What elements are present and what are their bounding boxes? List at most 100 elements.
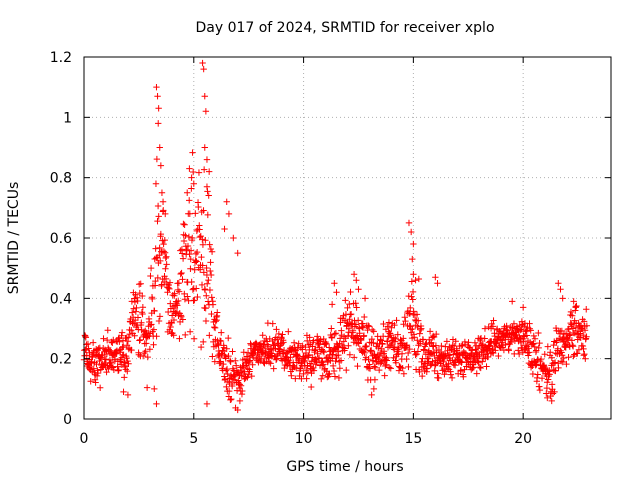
data-point	[413, 311, 421, 318]
data-point	[198, 253, 205, 261]
data-point	[139, 352, 147, 360]
data-point	[406, 345, 413, 353]
data-point	[155, 213, 162, 220]
data-point	[203, 292, 210, 299]
data-point	[471, 339, 479, 346]
data-point	[206, 286, 214, 294]
data-point	[200, 166, 208, 173]
data-point	[295, 340, 302, 347]
data-point	[369, 357, 377, 365]
data-point	[136, 336, 144, 344]
data-point	[579, 342, 587, 350]
data-point	[223, 383, 230, 391]
data-point	[510, 320, 518, 327]
data-point	[353, 304, 360, 311]
data-point	[163, 261, 170, 268]
data-point	[200, 65, 207, 73]
data-point	[330, 367, 338, 375]
data-point	[575, 346, 583, 353]
data-point	[209, 353, 216, 360]
data-point	[328, 325, 335, 332]
data-point	[352, 321, 360, 328]
data-point	[560, 354, 567, 362]
data-point	[177, 270, 184, 278]
data-point	[115, 366, 122, 374]
data-point	[299, 342, 306, 350]
data-point	[234, 249, 241, 257]
data-point	[484, 353, 492, 361]
data-point	[443, 338, 451, 345]
data-point	[296, 355, 303, 363]
data-point	[384, 323, 391, 330]
data-point	[495, 352, 502, 360]
data-point	[153, 400, 160, 408]
data-point	[301, 354, 309, 362]
data-point	[162, 254, 169, 262]
data-point	[323, 340, 330, 348]
data-point	[142, 348, 149, 355]
data-point	[120, 343, 127, 351]
data-point	[193, 285, 200, 292]
data-point	[522, 328, 529, 335]
data-point	[342, 297, 349, 304]
data-point	[469, 364, 476, 372]
data-point	[225, 387, 233, 395]
data-point	[536, 383, 543, 390]
data-point	[544, 343, 552, 350]
data-point	[222, 367, 230, 374]
data-point	[383, 357, 391, 364]
data-point	[147, 321, 154, 329]
data-point	[380, 320, 387, 328]
data-point	[411, 334, 418, 341]
data-point	[350, 354, 358, 361]
data-point	[260, 359, 267, 366]
data-point	[483, 363, 490, 370]
data-point	[452, 338, 459, 345]
data-point	[245, 370, 252, 378]
data-point	[329, 362, 337, 370]
data-point	[407, 228, 415, 236]
data-point	[156, 144, 163, 151]
data-point	[105, 365, 112, 373]
data-point	[537, 355, 545, 363]
data-point	[192, 210, 199, 217]
data-point	[134, 297, 141, 305]
data-point	[199, 262, 206, 269]
data-point	[199, 241, 207, 248]
data-point	[354, 317, 362, 324]
data-point	[400, 370, 408, 378]
y-tick-label: 0.6	[50, 231, 72, 247]
data-point	[124, 367, 131, 375]
data-point	[490, 317, 497, 324]
data-point	[339, 344, 347, 351]
data-point	[473, 370, 480, 377]
y-tick-label: 0.4	[50, 291, 72, 307]
data-point	[465, 339, 472, 346]
data-point	[572, 304, 580, 311]
data-point	[245, 358, 253, 365]
data-point	[160, 248, 168, 255]
data-point	[387, 331, 394, 339]
data-point	[167, 323, 174, 331]
data-point	[189, 234, 196, 242]
data-point	[162, 265, 169, 272]
data-point	[414, 337, 421, 344]
data-point	[121, 374, 128, 381]
data-point	[406, 310, 414, 317]
data-point	[433, 330, 440, 338]
data-point	[163, 253, 170, 261]
data-point	[203, 183, 211, 190]
data-point	[186, 197, 193, 204]
data-point	[139, 310, 146, 318]
data-point	[324, 373, 331, 381]
data-point	[240, 349, 247, 356]
data-point	[492, 347, 499, 354]
data-point	[370, 339, 377, 347]
data-point	[153, 155, 161, 163]
data-point	[186, 328, 194, 335]
data-point	[190, 335, 198, 342]
data-point	[194, 293, 201, 301]
data-point	[453, 347, 461, 354]
data-point	[444, 347, 451, 354]
